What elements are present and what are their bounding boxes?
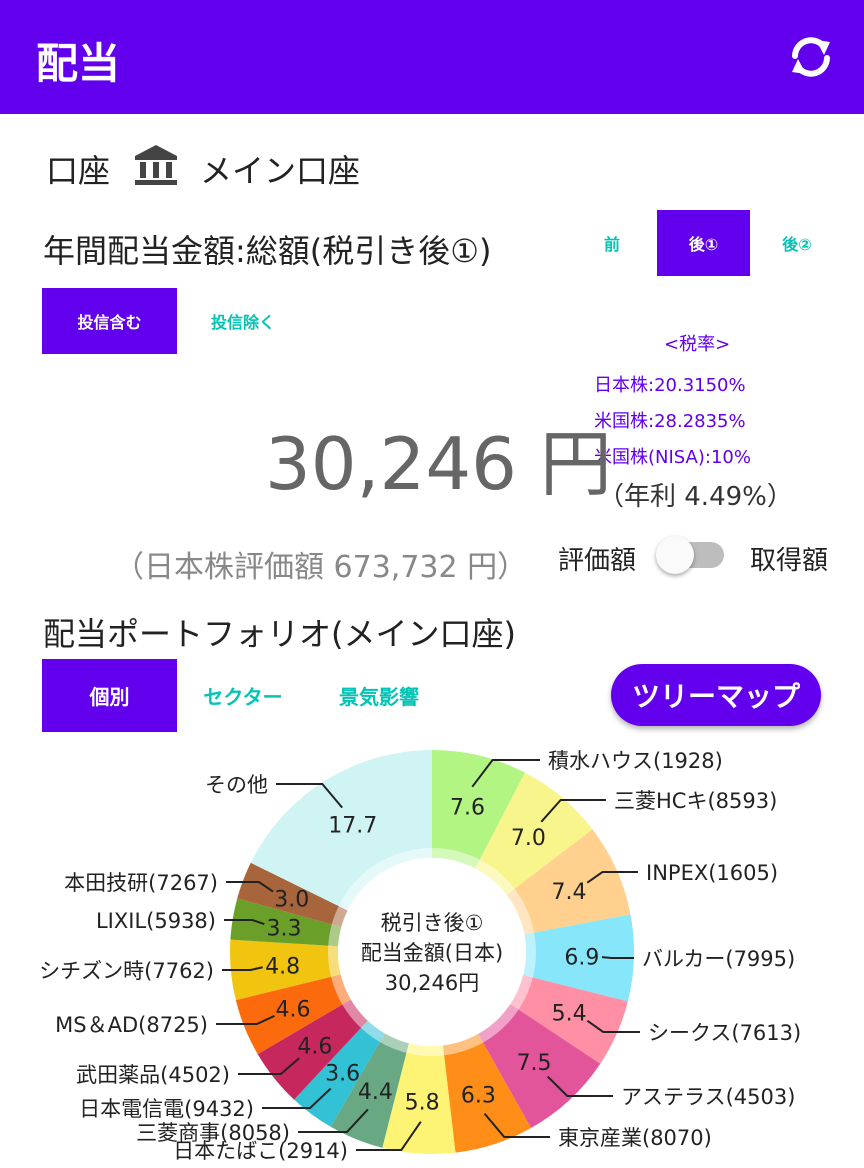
slice-leader-line	[238, 1057, 300, 1075]
account-name[interactable]: メイン口座	[200, 152, 361, 190]
slice-leader-line	[262, 1087, 332, 1109]
slice-name-label: 積水ハウス(1928)	[548, 749, 723, 773]
tab-include-funds[interactable]: 投信含む	[42, 288, 177, 354]
tax-rate-jp: 日本株:20.3150%	[594, 375, 746, 396]
slice-value-label: 7.0	[511, 826, 546, 851]
slice-name-label: 日本たばこ(2914)	[173, 1139, 348, 1163]
donut-slice[interactable]	[475, 772, 593, 895]
donut-slice[interactable]	[250, 750, 432, 911]
slice-leader-line	[586, 871, 638, 884]
slice-name-label: MS＆AD(8725)	[55, 1013, 208, 1037]
slice-name-label: 本田技研(7267)	[64, 871, 218, 895]
slice-value-label: 3.3	[267, 916, 302, 941]
tab-sector[interactable]: セクター	[203, 685, 283, 709]
donut-slice[interactable]	[330, 1033, 409, 1148]
tax-rate-us: 米国株:28.2835%	[594, 411, 746, 432]
bank-icon	[135, 145, 177, 185]
evaluation-amount: （日本株評価額 673,732 円）	[114, 550, 528, 585]
center-label-amount: 30,246円	[385, 971, 479, 995]
slice-name-label: 日本電信電(9432)	[79, 1097, 254, 1121]
donut-slice[interactable]	[523, 914, 634, 1002]
toggle-label-acquisition: 取得額	[750, 546, 829, 576]
donut-slice[interactable]	[432, 750, 525, 869]
account-label: 口座	[46, 152, 111, 190]
slice-value-label: 3.0	[274, 888, 309, 913]
center-label-title: 配当金額(日本)	[361, 941, 503, 965]
slice-leader-line	[471, 759, 540, 788]
slice-name-label: バルカー(7995)	[642, 947, 795, 971]
value-basis-switch-thumb[interactable]	[656, 536, 694, 574]
tab-exclude-funds[interactable]: 投信除く	[210, 313, 275, 332]
toggle-label-evaluation: 評価額	[558, 546, 637, 576]
slice-value-label: 3.6	[325, 1061, 360, 1086]
slice-leader-line	[601, 956, 634, 959]
page-title: 配当	[36, 39, 121, 88]
donut-slice[interactable]	[510, 974, 628, 1064]
slice-name-label: シークス(7613)	[648, 1021, 801, 1045]
annual-dividend-title: 年間配当金額:総額(税引き後①)	[43, 232, 492, 270]
slice-value-label: 7.6	[450, 795, 485, 820]
donut-slice[interactable]	[230, 939, 341, 1001]
slice-leader-line	[298, 1108, 369, 1133]
slice-value-label: 6.3	[461, 1084, 496, 1109]
tab-economic-impact[interactable]: 景気影響	[339, 685, 419, 709]
annual-yield: （年利 4.49%）	[598, 482, 793, 512]
slice-leader-line	[483, 1113, 550, 1138]
donut-slice[interactable]	[506, 829, 631, 935]
slice-leader-line	[540, 799, 606, 823]
donut-slice[interactable]	[230, 898, 342, 947]
slice-value-label: 17.7	[328, 814, 377, 839]
slice-leader-line	[356, 1121, 422, 1151]
donut-slice[interactable]	[237, 862, 348, 928]
tax-rate-us-nisa: 米国株(NISA):10%	[594, 447, 751, 468]
tax-rate-header: <税率>	[664, 334, 731, 355]
tab-individual[interactable]: 個別	[42, 659, 177, 732]
slice-value-label: 5.4	[552, 1002, 587, 1027]
slice-value-label: 7.4	[551, 880, 586, 905]
slice-value-label: 4.4	[358, 1080, 393, 1105]
slice-leader-line	[216, 1014, 275, 1025]
donut-hole	[338, 858, 526, 1046]
slice-name-label: 三菱商事(8058)	[136, 1121, 290, 1145]
portfolio-title: 配当ポートフォリオ(メイン口座)	[43, 615, 516, 653]
slice-name-label: 東京産業(8070)	[558, 1126, 712, 1150]
treemap-button[interactable]: ツリーマップ	[611, 664, 821, 726]
dividend-donut-chart: 7.67.07.46.95.47.56.35.84.43.64.64.64.83…	[39, 749, 801, 1163]
slice-leader-line	[224, 919, 265, 926]
slice-name-label: その他	[205, 773, 268, 797]
app-bar: 配当	[0, 0, 864, 114]
slice-value-label: 6.9	[564, 945, 599, 970]
slice-leader-line	[226, 881, 274, 893]
slice-name-label: 三菱HCキ(8593)	[614, 789, 777, 813]
slice-value-label: 4.8	[265, 954, 300, 979]
slice-leader-line	[586, 1019, 640, 1033]
slice-value-label: 7.5	[517, 1051, 552, 1076]
tab-after-tax-2[interactable]: 後②	[782, 235, 812, 254]
slice-name-label: INPEX(1605)	[646, 861, 778, 885]
tab-after-tax-1[interactable]: 後①	[657, 210, 750, 276]
annual-dividend-amount: 30,246 円	[265, 422, 612, 506]
slice-name-label: 武田薬品(4502)	[76, 1063, 230, 1087]
donut-slice[interactable]	[478, 1004, 601, 1129]
slice-value-label: 4.6	[297, 1035, 332, 1060]
donut-slice[interactable]	[294, 1020, 385, 1127]
slice-name-label: LIXIL(5938)	[96, 909, 216, 933]
donut-slice[interactable]	[235, 974, 351, 1055]
slice-leader-line	[276, 783, 343, 809]
slice-name-label: シチズン時(7762)	[39, 959, 214, 983]
slice-leader-line	[546, 1075, 613, 1097]
donut-slice[interactable]	[442, 1033, 532, 1153]
slice-leader-line	[222, 966, 263, 971]
slice-value-label: 4.6	[275, 997, 310, 1022]
refresh-icon[interactable]	[786, 32, 836, 82]
slice-value-label: 5.8	[405, 1091, 440, 1116]
center-label-tax: 税引き後①	[381, 911, 484, 935]
donut-slice[interactable]	[257, 999, 368, 1100]
slice-name-label: アステラス(4503)	[621, 1085, 795, 1109]
tab-before-tax[interactable]: 前	[603, 235, 620, 254]
donut-slice[interactable]	[382, 1043, 456, 1154]
